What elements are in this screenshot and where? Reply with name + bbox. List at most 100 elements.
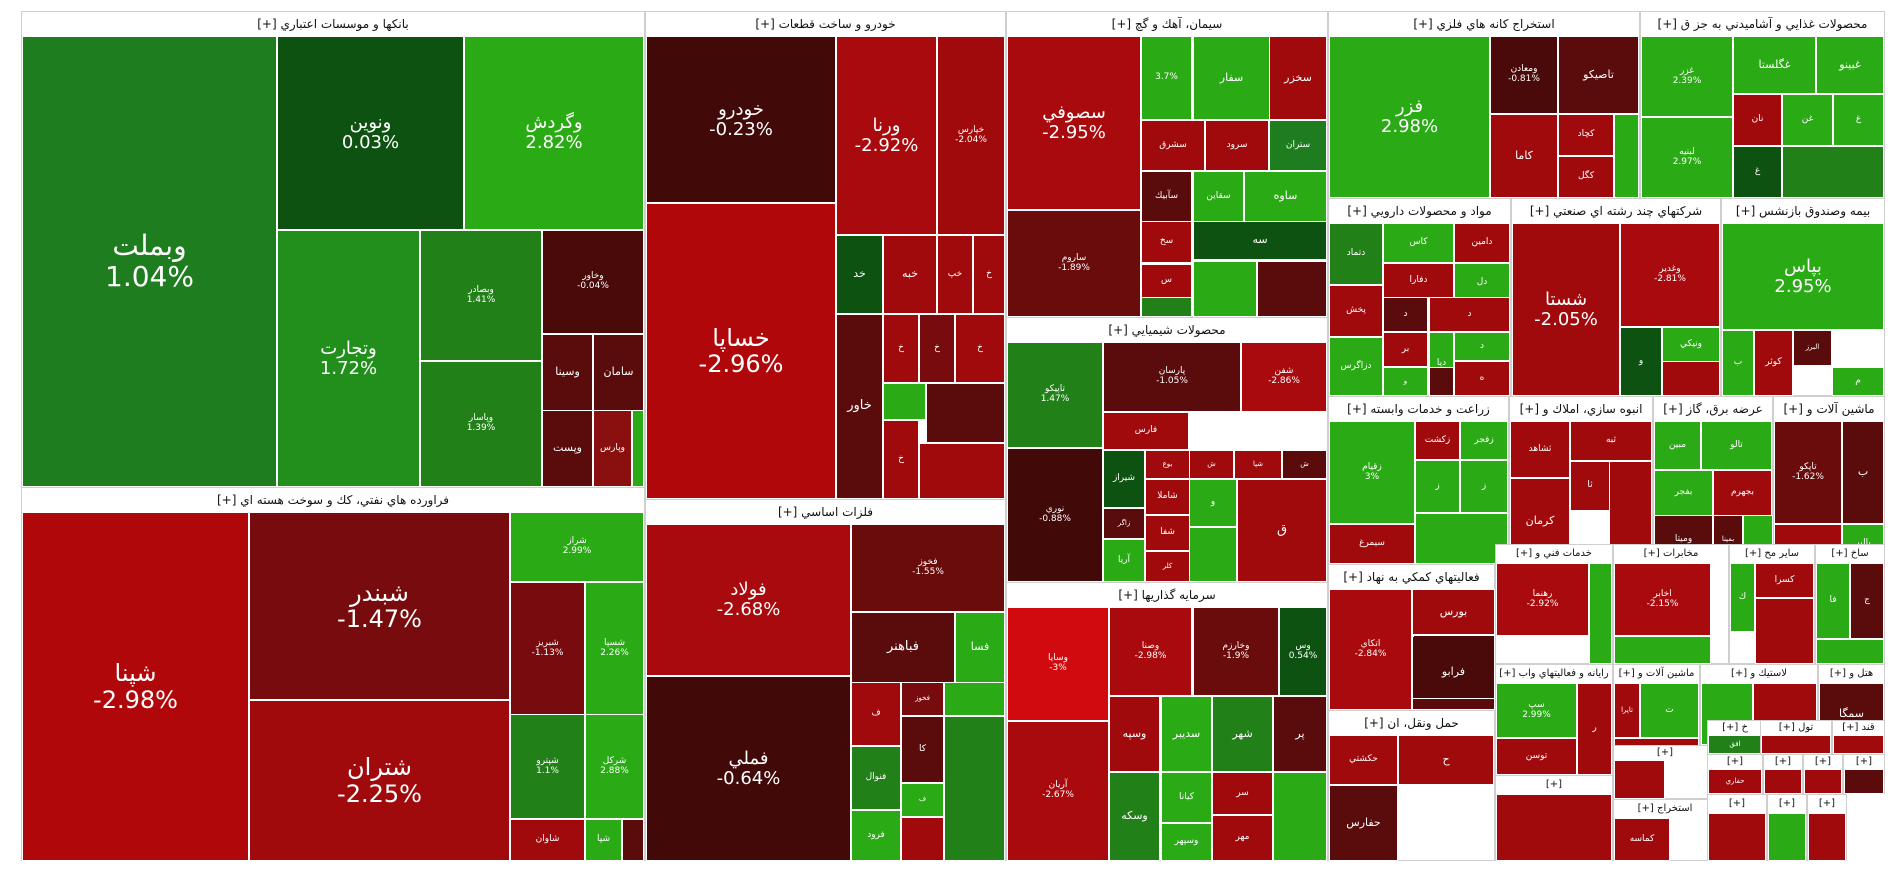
stock-tile[interactable]	[1816, 639, 1884, 664]
stock-tile[interactable]	[1496, 794, 1612, 861]
sector-title[interactable]: خودرو و ساخت قطعات [+]	[646, 12, 1005, 36]
stock-tile[interactable]: دتماد	[1329, 223, 1383, 285]
stock-tile[interactable]	[1755, 598, 1814, 664]
stock-tile[interactable]	[1761, 735, 1831, 754]
stock-tile[interactable]: سر	[1212, 772, 1273, 815]
stock-tile[interactable]	[901, 817, 944, 861]
stock-tile[interactable]	[1614, 760, 1665, 799]
stock-tile[interactable]: ورنا -2.92%	[836, 36, 937, 235]
stock-tile[interactable]: وسينا	[542, 334, 593, 411]
stock-tile[interactable]: و	[1189, 479, 1237, 527]
sector-title[interactable]: تول [+]	[1761, 721, 1831, 735]
stock-tile[interactable]	[1708, 813, 1766, 861]
stock-tile[interactable]: كوثر	[1754, 330, 1793, 396]
sector-title[interactable]: ماشين آلات و [+]	[1774, 397, 1884, 421]
stock-tile[interactable]: آريان -2.67%	[1007, 721, 1109, 861]
stock-tile[interactable]: كماسه	[1614, 818, 1670, 861]
stock-tile[interactable]: بر	[1383, 332, 1428, 367]
stock-tile[interactable]: شاوان	[510, 819, 585, 861]
stock-tile[interactable]: و	[1383, 367, 1428, 396]
sector-title[interactable]: [+]	[1708, 795, 1766, 813]
sector-title[interactable]: [+]	[1496, 776, 1612, 794]
sector-title[interactable]: عرضه برق، گاز [+]	[1654, 397, 1772, 421]
sector-title[interactable]: حمل ونقل، ان [+]	[1329, 711, 1494, 735]
stock-tile[interactable]	[883, 383, 926, 420]
stock-tile[interactable]: فزر 2.98%	[1329, 36, 1490, 198]
stock-tile[interactable]: سخ	[1141, 221, 1192, 263]
stock-tile[interactable]: كا	[901, 716, 944, 783]
stock-tile[interactable]: اخابر -2.15%	[1614, 563, 1711, 636]
stock-tile[interactable]: دزاگرس	[1329, 337, 1383, 396]
stock-tile[interactable]	[1193, 261, 1257, 317]
stock-tile[interactable]: ستران	[1269, 120, 1327, 171]
stock-tile[interactable]: فارس	[1103, 412, 1189, 450]
stock-tile[interactable]: خ	[883, 314, 919, 383]
sector-title[interactable]: خ [+]	[1708, 721, 1762, 735]
stock-tile[interactable]: ه	[1454, 361, 1510, 396]
stock-tile[interactable]: ونوين 0.03%	[277, 36, 464, 230]
stock-tile[interactable]: خد	[836, 235, 883, 314]
stock-tile[interactable]: اترژي	[1412, 635, 1414, 637]
stock-tile[interactable]: نان	[1733, 94, 1782, 146]
stock-tile[interactable]	[1614, 636, 1711, 664]
stock-tile[interactable]: غ	[1833, 94, 1884, 146]
stock-tile[interactable]: س	[1141, 264, 1192, 298]
stock-tile[interactable]	[1782, 146, 1884, 198]
stock-tile[interactable]: ت	[1640, 683, 1699, 738]
stock-tile[interactable]: سشرق	[1141, 120, 1205, 171]
stock-tile[interactable]: دفارا	[1383, 263, 1454, 298]
stock-tile[interactable]: فملي -0.64%	[646, 676, 851, 861]
stock-tile[interactable]: خ	[919, 314, 955, 383]
stock-tile[interactable]	[1833, 735, 1884, 754]
stock-tile[interactable]	[1764, 769, 1802, 794]
stock-tile[interactable]: پارسان -1.05%	[1103, 342, 1241, 412]
stock-tile[interactable]: شپترو 1.1%	[510, 714, 585, 819]
stock-tile[interactable]	[1768, 813, 1806, 861]
stock-tile[interactable]: ثشاهد	[1510, 421, 1570, 478]
stock-tile[interactable]: ساوه	[1244, 171, 1327, 222]
stock-tile[interactable]: ز	[1415, 460, 1460, 513]
stock-tile[interactable]: فرابو	[1412, 635, 1495, 710]
sector-title[interactable]: فعاليتهاي كمكي به نهاد [+]	[1329, 565, 1494, 589]
stock-tile[interactable]: سرود	[1205, 120, 1269, 171]
stock-tile[interactable]: كگل	[1558, 156, 1614, 198]
stock-tile[interactable]: وصنا -2.98%	[1109, 607, 1192, 696]
stock-tile[interactable]: تاپكو -1.62%	[1774, 421, 1842, 524]
stock-tile[interactable]: و	[1620, 327, 1662, 396]
stock-tile[interactable]: فا	[1816, 563, 1850, 639]
stock-tile[interactable]: وپارس	[593, 410, 632, 487]
stock-tile[interactable]: بفجر	[1654, 470, 1713, 516]
stock-tile[interactable]: سامان	[593, 334, 644, 411]
stock-tile[interactable]	[926, 383, 1005, 443]
stock-tile[interactable]: شبريز -1.13%	[510, 582, 585, 715]
sector-title[interactable]: رايانه و فعاليتهاي واب [+]	[1496, 665, 1612, 683]
sector-title[interactable]: ماشين آلات و [+]	[1614, 665, 1699, 683]
stock-tile[interactable]	[622, 819, 644, 861]
stock-tile[interactable]: سپ 2.99%	[1496, 683, 1577, 738]
stock-tile[interactable]: بوع	[1145, 450, 1190, 479]
stock-tile[interactable]: شراز 2.99%	[510, 512, 644, 582]
stock-tile[interactable]: فسا	[955, 612, 1005, 683]
stock-tile[interactable]	[1189, 527, 1237, 582]
stock-tile[interactable]: خساپا -2.96%	[646, 203, 836, 499]
stock-tile[interactable]: حفارس	[1329, 785, 1398, 861]
stock-tile[interactable]: وسكه	[1109, 772, 1160, 861]
sector-title[interactable]: سيمان، آهك و گچ [+]	[1007, 12, 1327, 36]
sector-title[interactable]: [+]	[1708, 755, 1762, 769]
stock-tile[interactable]: تالو	[1701, 421, 1772, 470]
stock-tile[interactable]: شهر	[1212, 696, 1273, 772]
stock-tile[interactable]: ثا	[1570, 461, 1610, 511]
stock-tile[interactable]: وپاسار 1.39%	[420, 361, 542, 487]
stock-tile[interactable]: غن	[1782, 94, 1833, 146]
stock-tile[interactable]: كلر	[1145, 551, 1190, 582]
stock-tile[interactable]: ثبه	[1570, 421, 1652, 461]
sector-title[interactable]: فلزات اساسي [+]	[646, 500, 1005, 524]
stock-tile[interactable]: سقاين	[1193, 171, 1244, 222]
sector-title[interactable]: فراورده هاي نفتي، كك و سوخت هسته اي [+]	[22, 488, 644, 512]
sector-title[interactable]: زراعت و خدمات وابسته [+]	[1329, 397, 1508, 421]
stock-tile[interactable]: كسرا	[1755, 563, 1814, 598]
stock-tile[interactable]: زاگر	[1103, 508, 1145, 539]
stock-tile[interactable]: شسپا 2.26%	[585, 582, 644, 715]
stock-tile[interactable]: وگردش 2.82%	[464, 36, 644, 230]
stock-tile[interactable]: ومعادن -0.81%	[1490, 36, 1558, 114]
